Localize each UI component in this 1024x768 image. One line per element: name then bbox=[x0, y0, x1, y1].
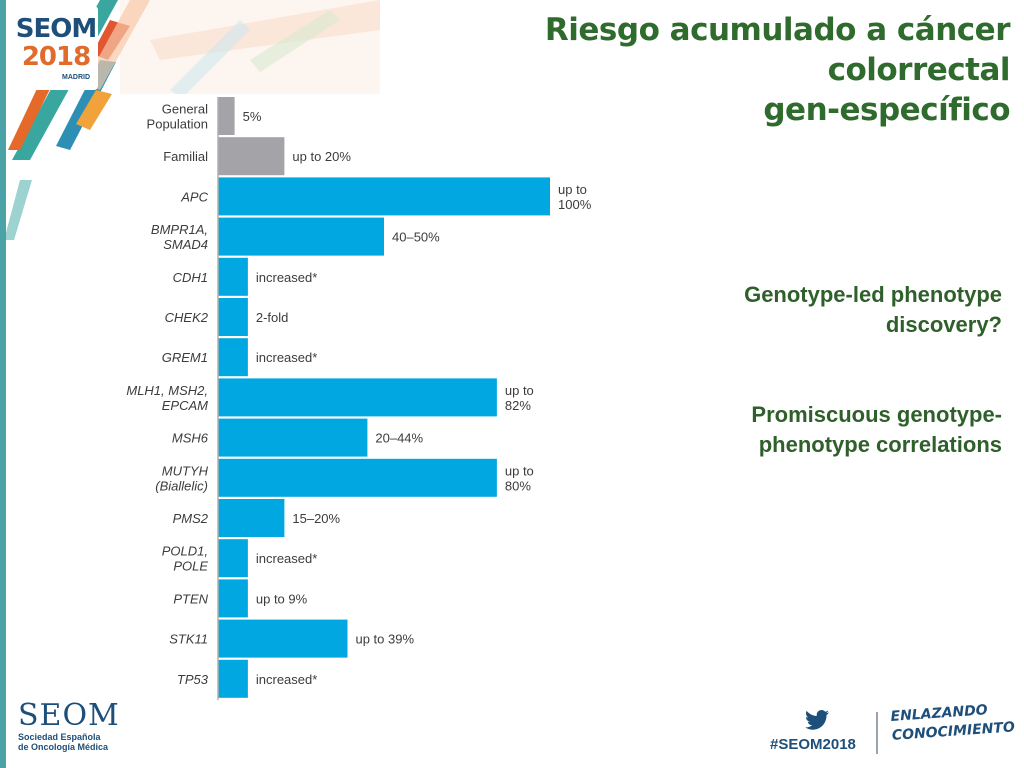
logo-year-text: 2018 bbox=[21, 42, 91, 72]
value-label-0: 5% bbox=[243, 109, 262, 124]
value-label-12: up to 9% bbox=[256, 591, 308, 606]
category-label-5: CHEK2 bbox=[165, 310, 209, 325]
title-line-2: gen-específico bbox=[763, 92, 1010, 128]
category-label-8: MSH6 bbox=[172, 431, 209, 446]
bar-12 bbox=[218, 579, 248, 618]
enlazando-slogan: ENLAZANDO CONOCIMIENTO bbox=[890, 699, 1016, 745]
value-label-11: increased* bbox=[256, 551, 317, 566]
value-label-1: up to 20% bbox=[292, 149, 351, 164]
risk-bar-chart: General Population 5% Familial up to 20% APC u… bbox=[120, 94, 640, 704]
logo-seom-text: SEOM bbox=[15, 14, 97, 44]
value-label-8: 20–44% bbox=[375, 431, 423, 446]
category-label-0: General Population bbox=[147, 102, 209, 132]
value-label-4: increased* bbox=[256, 270, 317, 285]
decorative-ribbons bbox=[4, 0, 380, 240]
slide-title: Riesgo acumulado a cáncer colorrectal ge… bbox=[370, 10, 1011, 130]
bar-14 bbox=[218, 659, 248, 698]
category-label-13: STK11 bbox=[169, 632, 208, 647]
value-label-2: up to 100% bbox=[558, 182, 592, 212]
bar-8 bbox=[218, 418, 368, 457]
category-label-7: MLH1, MSH2, EPCAM bbox=[126, 383, 208, 413]
value-label-3: 40–50% bbox=[392, 230, 440, 245]
bar-3 bbox=[218, 217, 384, 256]
bar-13 bbox=[218, 619, 348, 658]
bar-10 bbox=[218, 499, 285, 537]
value-label-5: 2-fold bbox=[256, 310, 289, 325]
twitter-icon bbox=[805, 710, 829, 730]
hashtag-label: #SEOM2018 bbox=[770, 736, 856, 753]
chart-svg: General Population 5% Familial up to 20% APC u… bbox=[126, 97, 592, 700]
footer-org-line-1: Sociedad Española bbox=[18, 732, 101, 742]
value-label-6: increased* bbox=[256, 350, 317, 365]
category-label-3: BMPR1A, SMAD4 bbox=[151, 222, 208, 252]
bar-0 bbox=[218, 97, 235, 135]
logo-city-text: MADRID bbox=[62, 74, 90, 81]
category-label-1: Familial bbox=[163, 149, 208, 164]
bar-4 bbox=[218, 257, 248, 296]
category-label-2: APC bbox=[180, 189, 208, 204]
bar-5 bbox=[218, 298, 248, 336]
seom-footer-logo: SEOM Sociedad Española de Oncología Médi… bbox=[18, 698, 128, 753]
category-label-11: POLD1, POLE bbox=[162, 544, 209, 574]
bar-2 bbox=[218, 177, 550, 216]
value-label-10: 15–20% bbox=[292, 511, 340, 526]
category-label-4: CDH1 bbox=[173, 270, 208, 285]
value-label-7: up to 82% bbox=[505, 383, 534, 413]
side-question-1: Genotype-led phenotype discovery? bbox=[744, 282, 1002, 337]
category-label-14: TP53 bbox=[177, 672, 209, 687]
left-accent-stripe bbox=[0, 0, 6, 768]
category-label-6: GREM1 bbox=[162, 350, 208, 365]
value-label-14: increased* bbox=[256, 672, 317, 687]
seom-2018-logo: SEOM 2018 MADRID bbox=[14, 6, 98, 90]
bar-7 bbox=[218, 378, 497, 417]
value-label-9: up to 80% bbox=[505, 463, 534, 493]
value-label-13: up to 39% bbox=[355, 632, 414, 647]
category-label-10: PMS2 bbox=[173, 511, 209, 526]
bar-1 bbox=[218, 137, 285, 176]
title-line-1: Riesgo acumulado a cáncer colorrectal bbox=[544, 12, 1011, 88]
bar-6 bbox=[218, 338, 248, 377]
bar-11 bbox=[218, 539, 248, 578]
side-question-2: Promiscuous genotype-phenotype correlati… bbox=[751, 402, 1002, 457]
footer-divider bbox=[876, 712, 878, 754]
footer-seom-word: SEOM bbox=[18, 698, 120, 733]
category-label-9: MUTYH (Biallelic) bbox=[155, 463, 208, 493]
footer-org-line-2: de Oncología Médica bbox=[18, 742, 109, 752]
category-label-12: PTEN bbox=[173, 591, 208, 606]
bar-9 bbox=[218, 458, 497, 497]
